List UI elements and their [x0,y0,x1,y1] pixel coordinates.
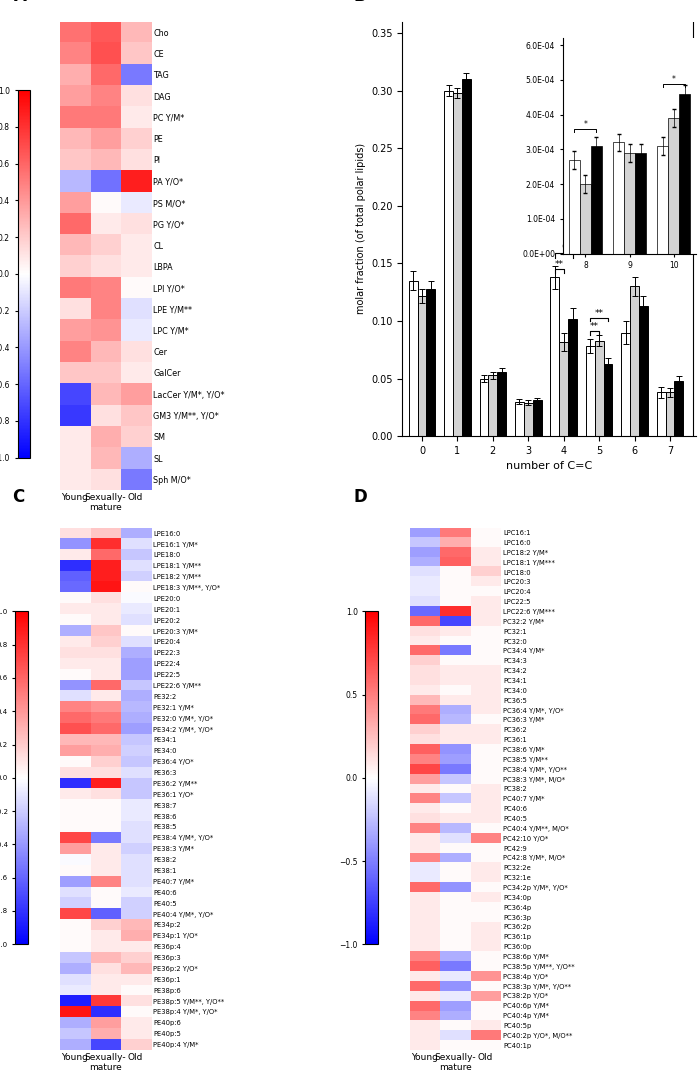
Bar [603,364,612,436]
Bar [480,379,489,436]
Text: **: ** [594,308,603,318]
Bar [657,392,666,436]
Bar [524,403,533,436]
Bar [409,281,418,436]
Text: **: ** [554,261,564,269]
Bar [674,381,683,436]
Text: B: B [354,0,366,5]
Bar [453,93,462,436]
Text: **: ** [590,322,599,332]
Bar [489,375,497,436]
Bar [418,296,426,436]
Bar [568,319,577,436]
X-axis label: number of C=C: number of C=C [506,461,593,472]
Y-axis label: molar fraction (of total polar lipids): molar fraction (of total polar lipids) [356,143,365,314]
Bar [621,333,630,436]
Bar [515,402,524,436]
Text: *: * [561,244,566,253]
Bar [559,341,568,436]
Bar [630,286,639,436]
Bar [533,401,542,436]
Bar [666,392,674,436]
Text: A: A [14,0,27,5]
Bar [595,340,603,436]
Bar [462,79,470,436]
Text: C: C [12,488,24,506]
Bar [444,90,453,436]
Bar [497,372,506,436]
Text: D: D [354,488,368,506]
Bar [639,306,648,436]
Bar [426,289,435,436]
Bar [550,277,559,436]
Bar [586,347,595,436]
